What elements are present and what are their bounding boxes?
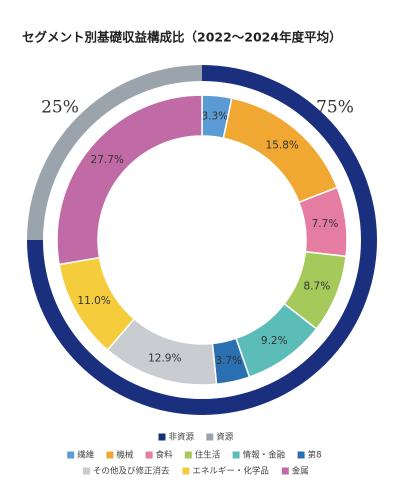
legend-label: 繊維 [77,450,95,461]
legend-label: 食料 [156,450,174,461]
chart-title: セグメント別基礎収益構成比（2022〜2024年度平均） [22,30,342,45]
value-label: 27.7% [91,154,124,166]
value-label: 25% [41,98,79,118]
legend-swatch [206,433,214,441]
value-label: 12.9% [148,352,181,364]
legend-swatch [232,451,240,459]
legend-label: エネルギー・化学品 [192,466,269,477]
legend-label: 金属 [292,466,309,477]
legend-label: 機械 [116,450,134,461]
legend-swatch [67,451,75,459]
value-label: 9.2% [261,335,288,347]
legend-swatch [145,451,153,459]
value-label: 15.8% [266,139,299,151]
legend-label: 資源 [216,432,234,443]
legend-label: 非資源 [169,432,195,443]
legend-swatch [182,467,190,475]
value-label: 8.7% [304,281,331,293]
value-label: 75% [316,98,354,118]
legend-swatch [106,451,114,459]
legend-label: その他及び修正消去 [93,466,170,477]
value-label: 11.0% [77,295,110,307]
legend-swatch [184,451,192,459]
value-label: 7.7% [312,218,339,230]
legend-label: 情報・金融 [243,450,286,461]
legend-swatch [281,467,289,475]
donut-segment [56,94,203,266]
legend-label: 第8 [308,450,322,461]
value-label: 3.7% [215,355,242,367]
legend-swatch [83,467,90,475]
legend-swatch [297,451,305,459]
donut-segment [27,65,202,240]
legend-swatch [158,433,166,441]
value-label: 3.3% [201,111,228,123]
legend-label: 住生活 [195,450,221,461]
